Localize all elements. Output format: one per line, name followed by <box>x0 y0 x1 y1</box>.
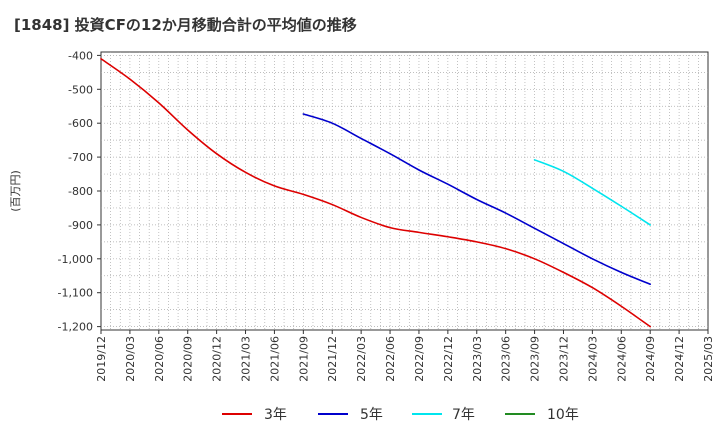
x-tick-label: 2022/06 <box>384 336 397 382</box>
x-tick-label: 2023/09 <box>529 336 542 382</box>
x-tick-label: 2021/12 <box>326 336 339 382</box>
x-tick-label: 2019/12 <box>95 336 108 382</box>
axes: -400 -500 -600 -700 -800 -900 -1,000 -1,100 -1,2… <box>9 49 715 381</box>
x-tick-label: 2024/09 <box>644 336 657 382</box>
x-tick-label: 2021/06 <box>268 336 281 382</box>
series-line-5年 <box>302 113 651 286</box>
y-tick-label: -1,100 <box>58 287 93 300</box>
legend-label-5年: 5年 <box>360 407 383 423</box>
legend-label-3年: 3年 <box>264 407 287 423</box>
y-axis-label: (百万円) <box>9 170 22 212</box>
x-tick-label: 2020/06 <box>153 336 166 382</box>
x-tick-label: 2020/03 <box>124 336 137 382</box>
x-tick-label: 2022/03 <box>355 336 368 382</box>
x-tick-label: 2023/03 <box>471 336 484 382</box>
y-tick-label: -500 <box>68 83 93 96</box>
legend-label-10年: 10年 <box>547 407 579 423</box>
x-tick-label: 2022/09 <box>413 336 426 382</box>
y-tick-label: -600 <box>68 117 93 130</box>
x-tick-label: 2024/03 <box>586 336 599 382</box>
x-tick-label: 2020/09 <box>182 336 195 382</box>
y-tick-label: -1,000 <box>58 253 93 266</box>
y-tick-label: -900 <box>68 219 93 232</box>
x-tick-label: 2023/12 <box>557 336 570 382</box>
x-tick-label: 2025/03 <box>702 336 715 382</box>
series-line-7年 <box>533 159 651 226</box>
y-tick-label: -800 <box>68 185 93 198</box>
x-tick-label: 2021/03 <box>240 336 253 382</box>
chart-title: [1848] 投資CFの12か月移動合計の平均値の推移 <box>14 16 357 34</box>
x-tick-label: 2024/12 <box>673 336 686 382</box>
grid <box>100 51 709 331</box>
series-lines <box>100 57 651 328</box>
legend: 3年 5年 7年 10年 <box>222 407 579 423</box>
x-tick-label: 2023/06 <box>500 336 513 382</box>
x-tick-label: 2020/12 <box>211 336 224 382</box>
legend-label-7年: 7年 <box>452 407 475 423</box>
y-tick-label: -400 <box>68 49 93 62</box>
x-tick-label: 2022/12 <box>442 336 455 382</box>
y-tick-label: -1,200 <box>58 321 93 334</box>
x-tick-label: 2021/09 <box>297 336 310 382</box>
x-tick-label: 2024/06 <box>615 336 628 382</box>
y-tick-label: -700 <box>68 151 93 164</box>
series-line-3年 <box>100 57 651 328</box>
